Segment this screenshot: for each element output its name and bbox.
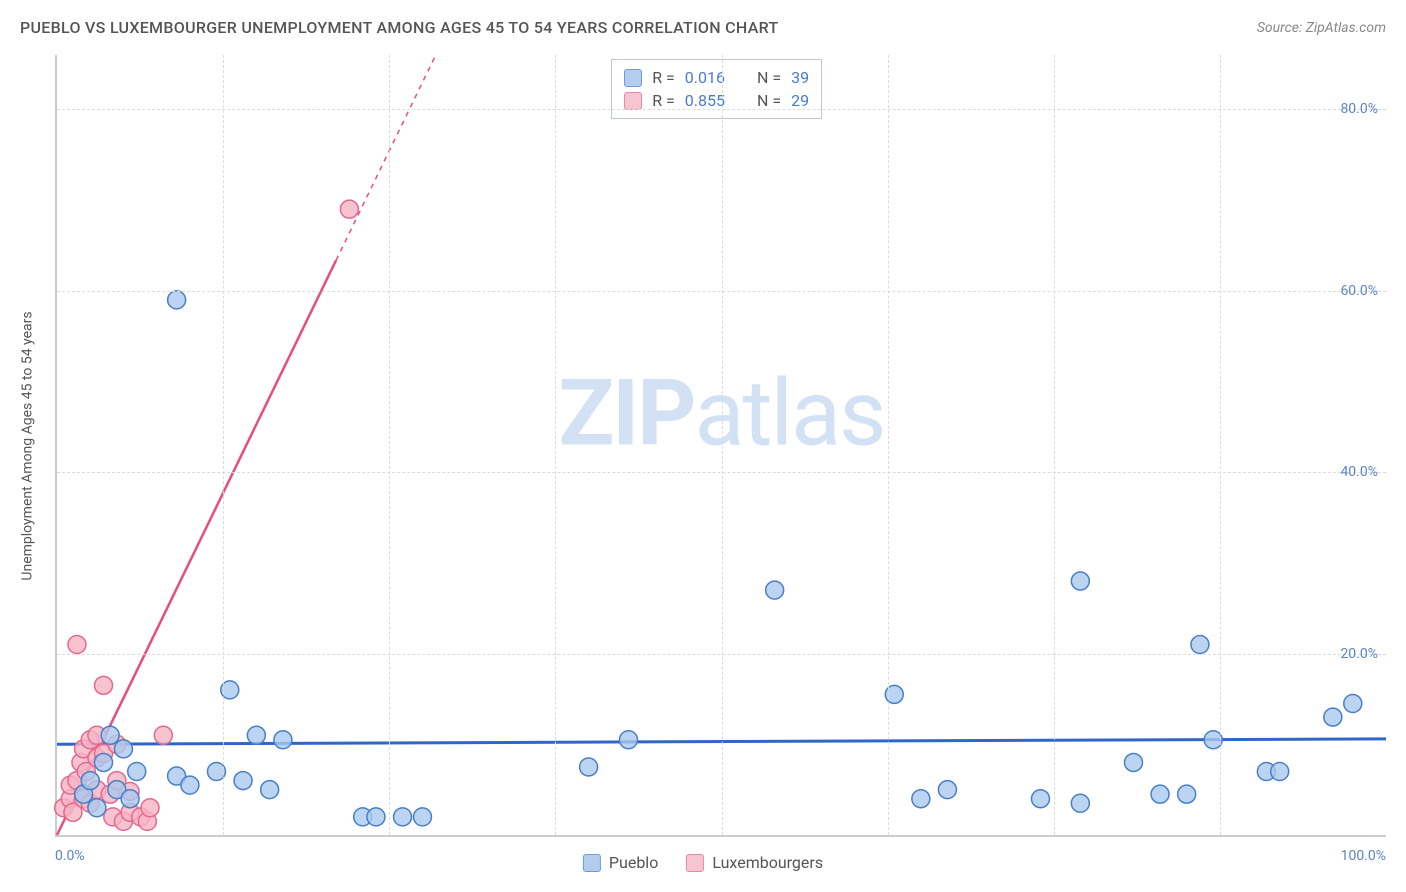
marker-pueblo (181, 776, 199, 794)
marker-lux (340, 200, 358, 218)
marker-lux (95, 676, 113, 694)
marker-pueblo (1031, 790, 1049, 808)
marker-pueblo (938, 781, 956, 799)
vgrid-line (1220, 55, 1221, 835)
stat-r-value-lux: 0.855 (685, 91, 725, 110)
trend-line-lux-dashed (336, 55, 436, 260)
marker-pueblo (234, 772, 252, 790)
marker-pueblo (394, 808, 412, 826)
y-tick-label: 60.0% (1340, 283, 1378, 299)
marker-pueblo (274, 731, 292, 749)
marker-pueblo (1151, 785, 1169, 803)
stat-n-label: N = (757, 91, 781, 110)
marker-pueblo (766, 581, 784, 599)
marker-pueblo (1178, 785, 1196, 803)
vgrid-line (888, 55, 889, 835)
marker-lux (68, 636, 86, 654)
marker-lux (141, 799, 159, 817)
vgrid-line (389, 55, 390, 835)
legend-label-pueblo: Pueblo (609, 853, 658, 872)
marker-pueblo (912, 790, 930, 808)
plot-area: ZIPatlas R = 0.016 N = 39 R = 0.855 N = … (55, 55, 1386, 837)
marker-lux (154, 726, 172, 744)
marker-pueblo (81, 772, 99, 790)
marker-pueblo (88, 799, 106, 817)
marker-pueblo (95, 753, 113, 771)
marker-pueblo (367, 808, 385, 826)
marker-pueblo (1271, 763, 1289, 781)
swatch-blue (624, 69, 642, 87)
marker-pueblo (261, 781, 279, 799)
marker-pueblo (121, 790, 139, 808)
marker-pueblo (1191, 636, 1209, 654)
y-axis-label-container: Unemployment Among Ages 45 to 54 years (0, 0, 55, 892)
marker-pueblo (114, 740, 132, 758)
vgrid-line (722, 55, 723, 835)
swatch-blue-icon (583, 854, 601, 872)
vgrid-line (1054, 55, 1055, 835)
legend-label-lux: Luxembourgers (712, 853, 823, 872)
stats-row-pueblo: R = 0.016 N = 39 (624, 66, 809, 89)
swatch-pink (624, 92, 642, 110)
stat-n-value-pueblo: 39 (791, 68, 809, 87)
source-label: Source: ZipAtlas.com (1257, 20, 1386, 36)
vgrid-line (555, 55, 556, 835)
marker-pueblo (619, 731, 637, 749)
marker-pueblo (580, 758, 598, 776)
legend-item-pueblo: Pueblo (583, 853, 658, 872)
stat-n-label: N = (757, 68, 781, 87)
y-tick-label: 80.0% (1340, 101, 1378, 117)
marker-pueblo (1071, 572, 1089, 590)
marker-pueblo (101, 726, 119, 744)
y-axis-label: Unemployment Among Ages 45 to 54 years (20, 311, 36, 580)
bottom-legend: Pueblo Luxembourgers (583, 853, 823, 872)
marker-pueblo (1071, 794, 1089, 812)
y-tick-label: 20.0% (1340, 646, 1378, 662)
marker-pueblo (128, 763, 146, 781)
stat-n-value-lux: 29 (791, 91, 809, 110)
marker-pueblo (413, 808, 431, 826)
marker-pueblo (1124, 753, 1142, 771)
stat-r-value-pueblo: 0.016 (685, 68, 725, 87)
y-tick-label: 40.0% (1340, 464, 1378, 480)
swatch-pink-icon (686, 854, 704, 872)
x-axis-max-label: 100.0% (1341, 848, 1386, 864)
stat-r-label: R = (652, 91, 675, 110)
marker-pueblo (1324, 708, 1342, 726)
chart-title: PUEBLO VS LUXEMBOURGER UNEMPLOYMENT AMON… (20, 18, 779, 37)
x-axis-min-label: 0.0% (55, 848, 85, 864)
marker-pueblo (1344, 694, 1362, 712)
vgrid-line (223, 55, 224, 835)
marker-pueblo (168, 291, 186, 309)
legend-item-lux: Luxembourgers (686, 853, 823, 872)
stat-r-label: R = (652, 68, 675, 87)
marker-pueblo (247, 726, 265, 744)
